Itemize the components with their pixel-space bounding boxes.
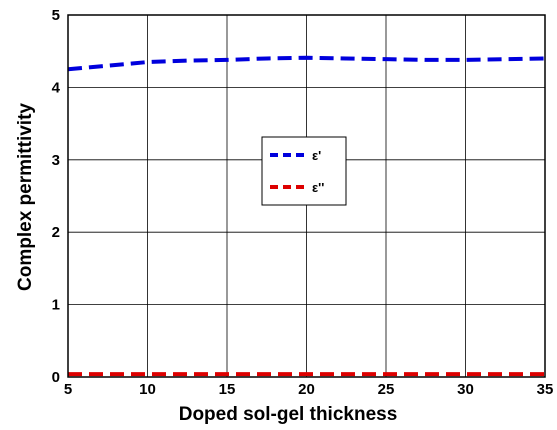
x-tick-label: 15 [219, 381, 236, 398]
y-axis-label: Complex permittivity [15, 103, 36, 291]
x-tick-label: 5 [64, 381, 72, 398]
y-tick-label: 3 [52, 152, 60, 169]
legend-label-eps-imag: ε'' [312, 180, 324, 195]
y-tick-label: 1 [52, 297, 60, 314]
legend-box [261, 136, 347, 206]
x-tick-label: 20 [298, 381, 315, 398]
x-tick-labels: 5 10 15 20 25 30 35 [64, 381, 554, 398]
x-tick-label: 25 [378, 381, 395, 398]
x-tick-label: 35 [537, 381, 554, 398]
series-line-eps-real [67, 55, 546, 72]
series-layer [67, 55, 546, 377]
y-tick-label: 0 [52, 369, 60, 386]
y-tick-label: 4 [52, 79, 61, 96]
y-tick-label: 2 [52, 224, 60, 241]
y-tick-labels: 0 1 2 3 4 5 [52, 7, 61, 386]
x-axis-label: Doped sol-gel thickness [179, 404, 398, 425]
x-tick-label: 30 [457, 381, 474, 398]
legend: ε' ε'' [261, 136, 347, 206]
x-tick-label: 10 [139, 381, 156, 398]
y-tick-label: 5 [52, 7, 60, 24]
plot-frame [67, 14, 546, 378]
legend-label-eps-real: ε' [312, 148, 321, 163]
